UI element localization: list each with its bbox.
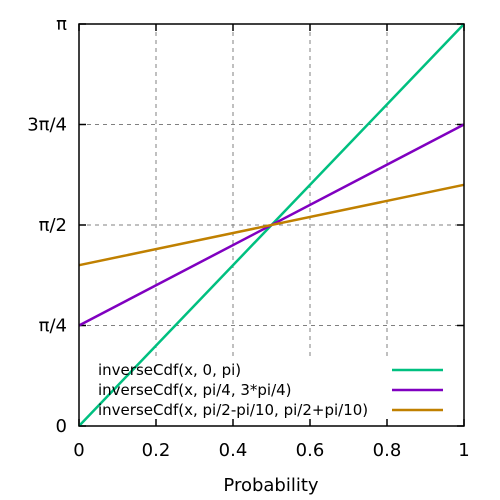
y-tick-labels: 0 π/4 π/2 3π/4 π [27, 14, 67, 437]
x-tick-label: 0 [73, 440, 84, 461]
legend-label-3: inverseCdf(x, pi/2-pi/10, pi/2+pi/10) [98, 401, 368, 419]
y-tick-label: π/2 [39, 215, 67, 236]
x-tick-labels: 0 0.2 0.4 0.6 0.8 1 [73, 440, 469, 461]
x-tick-label: 0.4 [219, 440, 248, 461]
grid-lines [79, 24, 464, 360]
y-tick-label: π [56, 14, 67, 35]
legend-label-1: inverseCdf(x, 0, pi) [98, 361, 241, 379]
y-tick-label: 0 [56, 416, 67, 437]
x-tick-label: 1 [458, 440, 469, 461]
legend: inverseCdf(x, 0, pi) inverseCdf(x, pi/4, … [98, 361, 443, 419]
x-axis-label: Probability [223, 475, 318, 496]
plot-frame [78, 23, 465, 427]
series-line-3 [78, 183, 465, 267]
legend-label-2: inverseCdf(x, pi/4, 3*pi/4) [98, 381, 292, 399]
y-tick-label: π/4 [39, 316, 67, 337]
x-tick-label: 0.6 [296, 440, 325, 461]
series-lines [78, 23, 465, 427]
y-tick-label: 3π/4 [27, 115, 67, 136]
x-tick-label: 0.2 [142, 440, 171, 461]
x-tick-label: 0.8 [373, 440, 402, 461]
